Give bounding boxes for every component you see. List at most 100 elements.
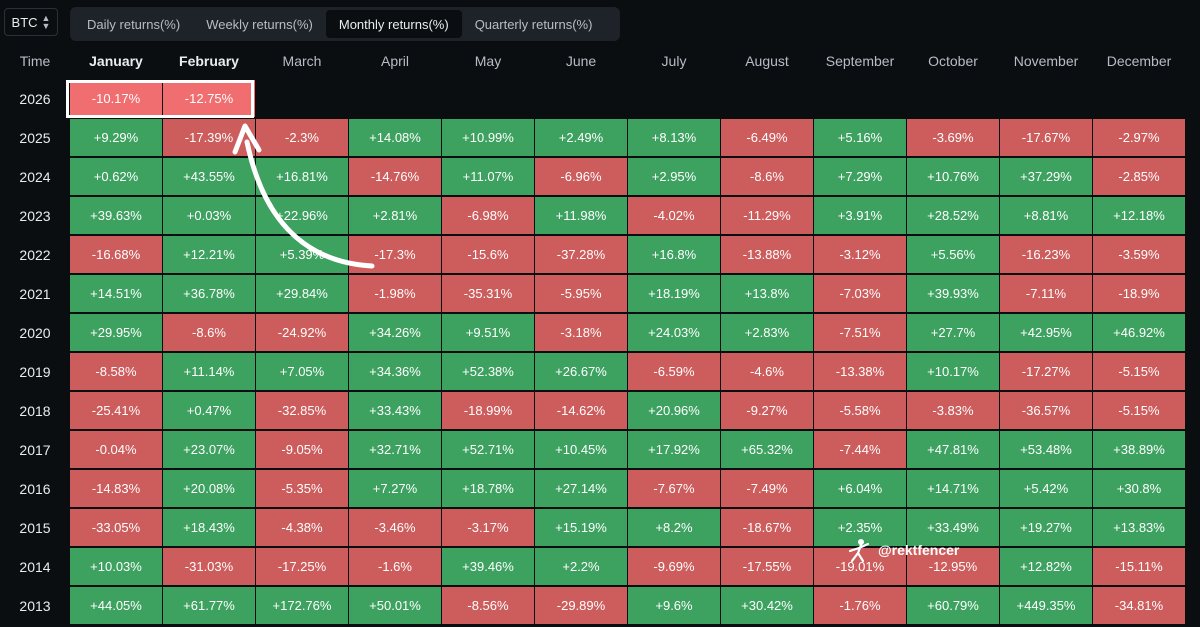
year-label: 2017 xyxy=(19,442,51,458)
return-cell: -7.11% xyxy=(1000,275,1092,312)
return-cell: -7.44% xyxy=(814,431,906,468)
return-cell: +0.62% xyxy=(70,158,162,195)
return-cell: -6.98% xyxy=(442,197,534,234)
return-cell: +33.43% xyxy=(349,392,441,429)
year-label: 2015 xyxy=(19,520,51,536)
column-header-december: December xyxy=(1106,53,1172,69)
return-cell: +5.39% xyxy=(256,236,348,273)
tab-monthly-returns[interactable]: Monthly returns(%) xyxy=(325,10,462,38)
return-cell: +61.77% xyxy=(163,587,255,624)
return-cell: -15.11% xyxy=(1093,548,1185,585)
column-header-april: April xyxy=(380,53,409,69)
return-cell: +2.49% xyxy=(535,119,627,156)
return-cell: +8.81% xyxy=(1000,197,1092,234)
return-cell: +23.07% xyxy=(163,431,255,468)
year-label: 2022 xyxy=(19,247,51,263)
column-header-february: February xyxy=(179,53,239,69)
return-cell: -3.12% xyxy=(814,236,906,273)
return-cell: -18.67% xyxy=(721,509,813,546)
return-cell: -1.76% xyxy=(814,587,906,624)
return-cell: +9.29% xyxy=(70,119,162,156)
table-row: 2013 +44.05% +61.77% +172.76% +50.01% -8.56% -… xyxy=(0,587,1200,625)
return-cell: -4.38% xyxy=(256,509,348,546)
return-cell: +52.71% xyxy=(442,431,534,468)
return-cell: -7.03% xyxy=(814,275,906,312)
return-cell: +11.07% xyxy=(442,158,534,195)
return-cell: -16.68% xyxy=(70,236,162,273)
return-cell: -5.95% xyxy=(535,275,627,312)
return-cell: -3.83% xyxy=(907,392,999,429)
returns-tabs: Daily returns(%) Weekly returns(%) Month… xyxy=(70,7,620,41)
return-cell: -18.99% xyxy=(442,392,534,429)
table-row: 2017 -0.04% +23.07% -9.05% +32.71% +52.71% +10… xyxy=(0,431,1200,469)
return-cell: +10.17% xyxy=(907,353,999,390)
return-cell: -3.59% xyxy=(1093,236,1185,273)
return-cell: +6.04% xyxy=(814,470,906,507)
tab-quarterly-returns[interactable]: Quarterly returns(%) xyxy=(474,16,593,32)
return-cell: -12.75% xyxy=(163,80,255,117)
column-header-time: Time xyxy=(19,53,51,69)
year-label: 2026 xyxy=(19,91,51,107)
table-row: 2026 -10.17% -12.75% xyxy=(0,80,1200,118)
tab-daily-returns[interactable]: Daily returns(%) xyxy=(87,16,181,32)
year-label: 2024 xyxy=(19,169,51,185)
return-cell: -15.6% xyxy=(442,236,534,273)
return-cell: +20.08% xyxy=(163,470,255,507)
return-cell: -10.17% xyxy=(70,80,162,117)
return-cell: -17.27% xyxy=(1000,353,1092,390)
return-cell: +2.81% xyxy=(349,197,441,234)
return-cell: +27.14% xyxy=(535,470,627,507)
return-cell: +2.2% xyxy=(535,548,627,585)
return-cell: -5.35% xyxy=(256,470,348,507)
return-cell: +29.84% xyxy=(256,275,348,312)
return-cell: -36.57% xyxy=(1000,392,1092,429)
column-header-november: November xyxy=(1013,53,1079,69)
return-cell: +5.42% xyxy=(1000,470,1092,507)
return-cell: +43.55% xyxy=(163,158,255,195)
return-cell: -1.6% xyxy=(349,548,441,585)
table-row: 2020 +29.95% -8.6% -24.92% +34.26% +9.51% -3.1… xyxy=(0,314,1200,352)
return-cell: +42.95% xyxy=(1000,314,1092,351)
table-row: 2018 -25.41% +0.47% -32.85% +33.43% -18.99% -1… xyxy=(0,392,1200,430)
table-row: 2024 +0.62% +43.55% +16.81% -14.76% +11.07% -6… xyxy=(0,158,1200,196)
column-header-june: June xyxy=(565,53,597,69)
return-cell: +7.29% xyxy=(814,158,906,195)
return-cell: -5.15% xyxy=(1093,353,1185,390)
return-cell: -9.69% xyxy=(628,548,720,585)
return-cell: -13.38% xyxy=(814,353,906,390)
table-row: 2022 -16.68% +12.21% +5.39% -17.3% -15.6% -37.… xyxy=(0,236,1200,274)
return-cell: -14.62% xyxy=(535,392,627,429)
return-cell: +24.03% xyxy=(628,314,720,351)
return-cell: +37.29% xyxy=(1000,158,1092,195)
table-row: 2015 -33.05% +18.43% -4.38% -3.46% -3.17% +15.… xyxy=(0,509,1200,547)
return-cell: +20.96% xyxy=(628,392,720,429)
return-cell: -35.31% xyxy=(442,275,534,312)
return-cell: -3.17% xyxy=(442,509,534,546)
return-cell: -12.95% xyxy=(907,548,999,585)
return-cell: +65.32% xyxy=(721,431,813,468)
return-cell: +449.35% xyxy=(1000,587,1092,624)
return-cell: +12.21% xyxy=(163,236,255,273)
return-cell: +30.8% xyxy=(1093,470,1185,507)
return-cell: +8.13% xyxy=(628,119,720,156)
return-cell: +19.27% xyxy=(1000,509,1092,546)
return-cell: +18.78% xyxy=(442,470,534,507)
asset-select[interactable]: BTC ▲ ▼ xyxy=(4,8,58,36)
return-cell: +5.16% xyxy=(814,119,906,156)
return-cell: +39.93% xyxy=(907,275,999,312)
return-cell: -24.92% xyxy=(256,314,348,351)
return-cell: +18.43% xyxy=(163,509,255,546)
return-cell: -7.67% xyxy=(628,470,720,507)
return-cell: -6.49% xyxy=(721,119,813,156)
table-row: 2021 +14.51% +36.78% +29.84% -1.98% -35.31% -5… xyxy=(0,275,1200,313)
return-cell: +10.03% xyxy=(70,548,162,585)
toolbar: BTC ▲ ▼ Daily returns(%) Weekly returns(%… xyxy=(0,0,1200,42)
return-cell: +60.79% xyxy=(907,587,999,624)
tab-weekly-returns[interactable]: Weekly returns(%) xyxy=(206,16,313,32)
return-cell: +32.71% xyxy=(349,431,441,468)
return-cell: -17.25% xyxy=(256,548,348,585)
table-row: 2019 -8.58% +11.14% +7.05% +34.36% +52.38% +26… xyxy=(0,353,1200,391)
column-header-march: March xyxy=(282,53,322,69)
return-cell: +10.99% xyxy=(442,119,534,156)
table-row: 2016 -14.83% +20.08% -5.35% +7.27% +18.78% +27… xyxy=(0,470,1200,508)
